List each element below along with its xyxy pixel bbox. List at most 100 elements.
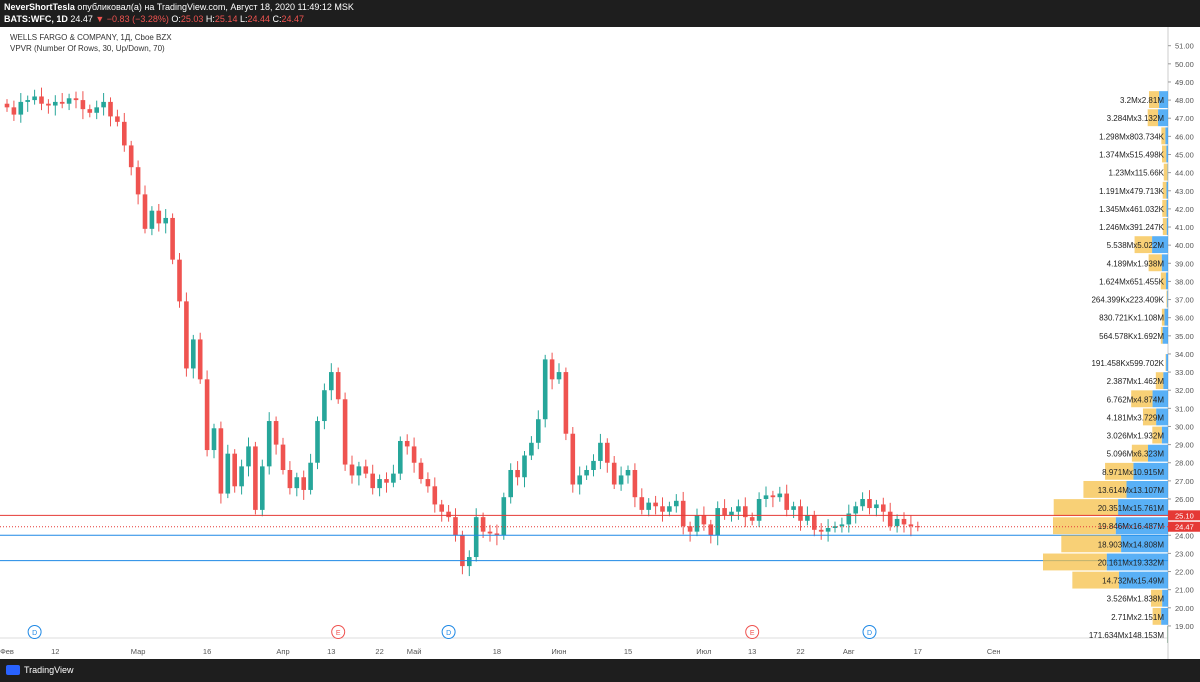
chart-area[interactable]: 19.0020.0021.0022.0023.0024.0025.0026.00… [0,27,1200,659]
candle-body [46,103,51,106]
earnings-event-marker[interactable] [331,625,346,639]
volume-profile-bar-up [1043,553,1107,571]
volume-profile-bar-up [1162,218,1167,235]
volume-profile-label: 2.387Mx1.462M [1107,377,1165,386]
candle-body [308,462,313,490]
volume-profile-label: 3.026Mx1.932M [1107,432,1165,441]
x-tick-label: Июн [551,647,566,656]
x-tick-label: Мар [131,647,146,656]
y-tick-label: 24.00 [1175,531,1194,540]
y-tick-label: 31.00 [1175,404,1194,413]
y-tick-label: 23.00 [1175,549,1194,558]
y-tick-label: 47.00 [1175,114,1194,123]
volume-profile-bar-up [1131,390,1153,408]
y-tick-label: 22.00 [1175,568,1194,577]
candle-body [687,526,693,532]
candle-body [329,372,334,391]
x-tick-label: 18 [493,647,501,656]
volume-profile-bar-up [1083,481,1127,498]
volume-profile-label: 1.345Mx461.032K [1099,205,1165,214]
x-tick-label: Сен [987,647,1001,656]
candle-body [191,339,196,369]
volume-profile-bar-up [1162,199,1167,217]
legend-indicator[interactable]: VPVR (Number Of Rows, 30, Up/Down, 70) [10,44,165,53]
candle-body [653,502,658,507]
volume-profile-label: 3.2Mx2.81M [1120,96,1164,105]
candle-body [108,101,113,117]
candle-body [570,433,576,485]
candle-body [660,506,665,512]
volume-profile-bar-up [1152,607,1162,625]
candle-body [674,500,679,507]
candle-body [770,495,776,498]
legend-title: WELLS FARGO & COMPANY, 1Д, Cboe BZX [10,33,172,42]
x-tick-label: 15 [624,647,632,656]
y-tick-label: 41.00 [1175,223,1194,232]
candle-body [225,453,231,494]
candle-body [335,372,341,400]
volume-profile-bar-up [1131,444,1148,462]
price-axis-panel[interactable] [1168,27,1200,659]
volume-profile-bar-down [1156,408,1168,426]
y-tick-label: 28.00 [1175,459,1194,468]
candle-body [87,109,93,113]
volume-profile-bar-up [1053,499,1119,517]
tradingview-logo[interactable]: TradingView [6,665,74,675]
candle-body [839,524,845,527]
volume-profile-bar-up [1142,408,1157,426]
candle-body [287,469,293,489]
volume-profile-label: 14.732Mx15.49M [1102,577,1164,586]
volume-profile-bar-up [1160,272,1166,290]
volume-profile-bar-up [1053,517,1116,535]
candle-body [812,515,817,530]
author-name[interactable]: NeverShortTesla [4,2,75,12]
candle-body [791,506,796,510]
x-tick-label: 22 [375,647,383,656]
candle-body [646,502,651,510]
x-tick-label: 13 [327,647,335,656]
y-tick-label: 32.00 [1175,386,1194,395]
y-tick-label: 30.00 [1175,422,1194,431]
candle-body [715,508,720,536]
candle-body [901,518,907,525]
candle-body [632,469,638,498]
volume-profile-bar-down [1166,199,1168,217]
y-tick-label: 27.00 [1175,477,1194,486]
y-tick-label: 20.00 [1175,604,1194,613]
candle-body [18,101,24,115]
volume-profile-bar-up [1148,254,1162,272]
candle-body [611,462,617,485]
volume-profile-bar-down [1166,181,1168,199]
candle-body [418,462,424,480]
candle-body [115,116,120,122]
publish-text: опубликовал(а) на TradingView.com, Авгус… [77,2,354,12]
candle-body [480,517,486,532]
candle-body [370,473,375,489]
volume-profile-bar-down [1161,254,1168,272]
candle-body [708,524,714,536]
dividend-event-marker[interactable] [441,625,456,639]
x-tick-label: 12 [51,647,59,656]
candle-body [846,513,852,525]
x-tick-label: 16 [203,647,211,656]
dividend-event-marker[interactable] [27,625,42,639]
volume-profile-label: 830.721Kx1.108M [1099,314,1164,323]
volume-profile-label: 4.181Mx3.729M [1107,413,1165,422]
volume-profile-bar-down [1162,589,1168,607]
dividend-event-marker[interactable] [862,625,877,639]
candle-body [453,517,458,536]
y-tick-label: 50.00 [1175,60,1194,69]
candle-body [515,469,520,478]
chart-svg[interactable]: 19.0020.0021.0022.0023.0024.0025.0026.00… [0,27,1200,659]
earnings-event-marker[interactable] [745,625,760,639]
volume-profile-bar-down [1165,127,1168,145]
x-tick-label: 22 [796,647,804,656]
volume-profile-bar-up [1162,181,1167,199]
candle-body [763,495,769,500]
candle-body [260,466,265,510]
last-price-label: 24.47 [1175,523,1194,532]
volume-profile-bar-down [1166,145,1168,163]
volume-profile-bar-down [1164,308,1168,326]
volume-profile-label: 264.399Kx223.409K [1091,296,1164,305]
candle-body [894,518,900,527]
